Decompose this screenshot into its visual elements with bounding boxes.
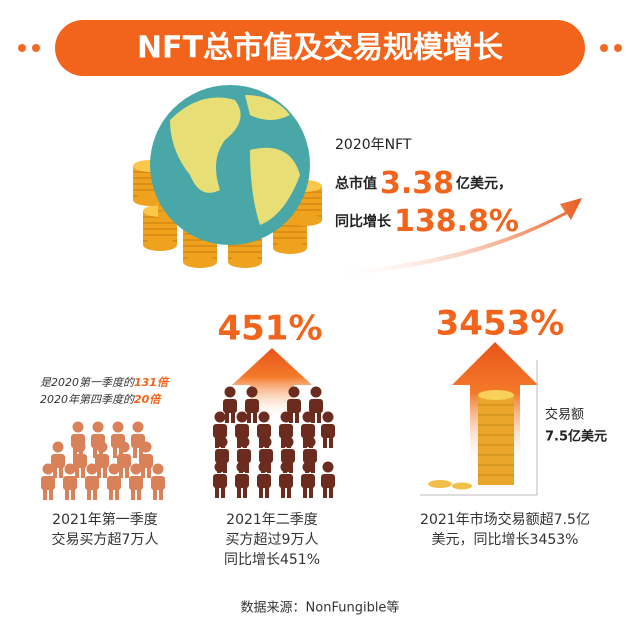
cap-prefix: 总市值 — [335, 175, 377, 192]
side-label: 交易额 — [545, 407, 584, 423]
growth-line: 同比增长 138.8% — [335, 204, 519, 239]
growth-value: 138.8% — [394, 204, 519, 239]
coin-tower — [428, 390, 514, 490]
source: 数据来源：NonFungible等 — [241, 600, 400, 616]
q2-growth: 451% — [217, 309, 322, 349]
caption: 美元，同比增长3453% — [432, 532, 579, 548]
caption: 2021年第一季度 — [52, 511, 158, 528]
note-prefix: 是2020第一季度的 — [40, 376, 136, 389]
cap-value: 3.38 — [380, 166, 454, 201]
title: NFT总市值及交易规模增长 — [137, 31, 503, 66]
caption: 2021年市场交易额超7.5亿 — [420, 511, 590, 528]
q1-note-2: 2020年第四季度的20倍 — [40, 393, 162, 406]
caption: 同比增长451% — [224, 552, 320, 568]
note-prefix: 2020年第四季度的 — [40, 393, 136, 406]
note-value: 131倍 — [134, 376, 170, 389]
growth-prefix: 同比增长 — [335, 213, 392, 230]
side-label: 7.5亿美元 — [545, 429, 607, 445]
globe — [150, 85, 310, 245]
title-banner — [55, 20, 585, 76]
dots — [18, 44, 622, 52]
note-value: 20倍 — [134, 393, 162, 406]
q1-note-1: 是2020第一季度的131倍 — [40, 376, 170, 389]
caption: 交易买方超7万人 — [52, 531, 159, 548]
cap-unit: 亿美元， — [456, 175, 512, 192]
cap-line: 总市值 3.38 亿美元， — [335, 166, 512, 201]
year-label: 2020年NFT — [335, 137, 412, 153]
caption: 买方超过9万人 — [226, 532, 319, 548]
market-growth: 3453% — [436, 304, 565, 344]
caption: 2021年二季度 — [226, 512, 318, 528]
buyers-q1 — [41, 421, 165, 500]
